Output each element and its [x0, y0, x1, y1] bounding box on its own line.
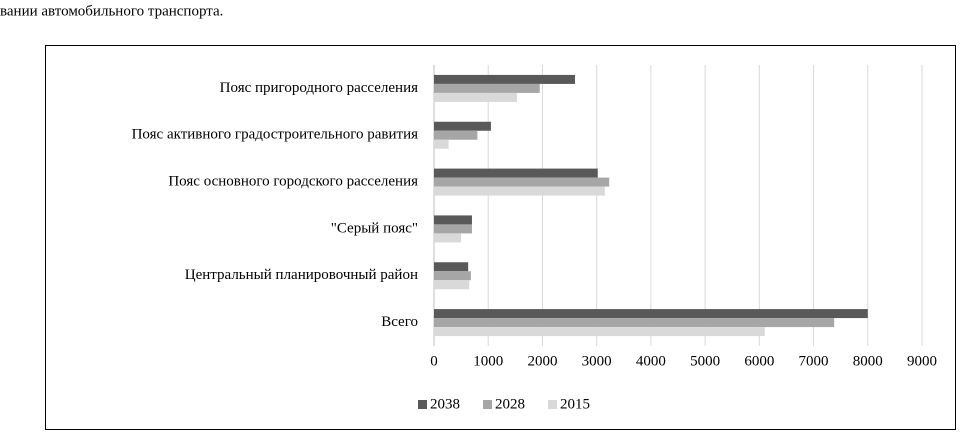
bar [434, 168, 598, 178]
bar [434, 233, 462, 243]
y-tick-label: Пояс основного городского расселения [168, 174, 418, 190]
bar [434, 130, 478, 140]
bar [434, 224, 472, 234]
bar [434, 327, 765, 337]
bar [434, 280, 470, 290]
bar [434, 309, 868, 319]
bar [434, 186, 605, 196]
legend-swatch [548, 400, 557, 409]
y-tick-label: Центральный планировочный район [185, 267, 418, 283]
bar [434, 262, 469, 272]
bar [434, 177, 610, 187]
document-text: вании автомобильного транспорта. [0, 3, 223, 19]
x-tick-label: 0 [430, 353, 438, 369]
y-tick-label: Пояс активного градостроительного равити… [132, 127, 419, 143]
bar [434, 74, 575, 84]
bar [434, 139, 449, 149]
legend-label: 2015 [560, 396, 590, 412]
x-tick-label: 9000 [907, 353, 937, 369]
x-tick-label: 7000 [799, 353, 829, 369]
x-tick-label: 1000 [473, 353, 503, 369]
y-tick-label: Пояс пригородного расселения [220, 80, 418, 96]
x-tick-label: 3000 [582, 353, 612, 369]
bar [434, 215, 472, 225]
bar [434, 318, 835, 328]
bar [434, 271, 471, 281]
y-tick-label: "Серый пояс" [331, 220, 418, 236]
bar [434, 121, 491, 131]
x-tick-label: 2000 [527, 353, 557, 369]
bar [434, 83, 540, 93]
legend-label: 2028 [495, 396, 525, 412]
legend-label: 2038 [430, 396, 460, 412]
x-tick-label: 5000 [690, 353, 720, 369]
chart-frame [45, 45, 956, 430]
y-tick-label: Всего [381, 314, 418, 330]
bar [434, 92, 517, 102]
x-tick-label: 8000 [853, 353, 883, 369]
x-tick-label: 4000 [636, 353, 666, 369]
x-tick-label: 6000 [744, 353, 774, 369]
legend-swatch [418, 400, 427, 409]
legend-swatch [483, 400, 492, 409]
